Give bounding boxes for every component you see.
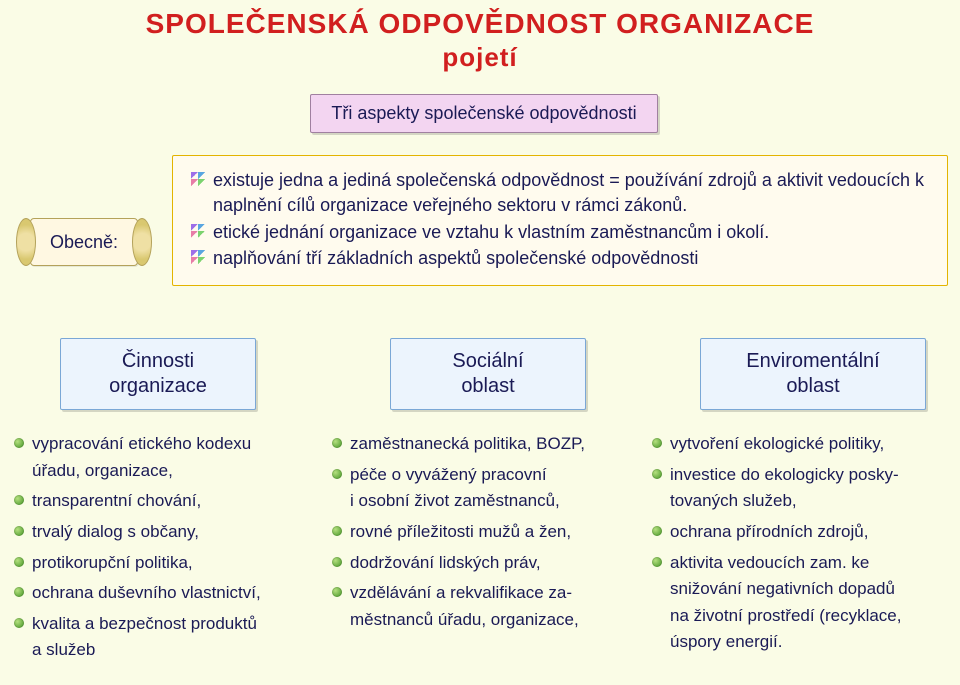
list-item: ochrana přírodních zdrojů, (650, 520, 955, 545)
cat-line1: Enviromentální (713, 349, 913, 374)
title-line2: pojetí (0, 41, 960, 74)
list-item-continuation: tovaných služeb, (650, 489, 955, 514)
list-item: vypracování etického kodexu (12, 432, 312, 457)
cat-line2: oblast (713, 374, 913, 399)
list-item: zaměstnanecká politika, BOZP, (330, 432, 630, 457)
list-item: vzdělávání a rekvalifikace za- (330, 581, 630, 606)
list-activities: vypracování etického kodexuúřadu, organi… (12, 432, 312, 669)
list-item-continuation: úspory energií. (650, 630, 955, 655)
info-box: existuje jedna a jediná společenská odpo… (172, 155, 948, 286)
list-item-continuation: i osobní život zaměstnanců, (330, 489, 630, 514)
list-item: trvalý dialog s občany, (12, 520, 312, 545)
info-item: etické jednání organizace ve vztahu k vl… (187, 220, 933, 245)
category-box-activities: Činnosti organizace (60, 338, 256, 410)
list-item: rovné příležitosti mužů a žen, (330, 520, 630, 545)
cat-line2: organizace (73, 374, 243, 399)
list-item: ochrana duševního vlastnictví, (12, 581, 312, 606)
title-line1: SPOLEČENSKÁ ODPOVĚDNOST ORGANIZACE (0, 6, 960, 41)
list-item: kvalita a bezpečnost produktů (12, 612, 312, 637)
scroll-label: Obecně: (50, 232, 118, 253)
list-item-continuation: na životní prostředí (recyklace, (650, 604, 955, 629)
list-item-continuation: snižování negativních dopadů (650, 577, 955, 602)
cat-line1: Činnosti (73, 349, 243, 374)
list-item: aktivita vedoucích zam. ke (650, 551, 955, 576)
list-item: dodržování lidských práv, (330, 551, 630, 576)
list-item-continuation: městnanců úřadu, organizace, (330, 608, 630, 633)
cat-line2: oblast (403, 374, 573, 399)
list-item: investice do ekologicky posky- (650, 463, 955, 488)
list-item: protikorupční politika, (12, 551, 312, 576)
list-item: péče o vyvážený pracovní (330, 463, 630, 488)
cat-line1: Sociální (403, 349, 573, 374)
diagram-root: SPOLEČENSKÁ ODPOVĚDNOST ORGANIZACE pojet… (0, 0, 960, 685)
list-item: vytvoření ekologické politiky, (650, 432, 955, 457)
category-box-environment: Enviromentální oblast (700, 338, 926, 410)
aspects-box: Tři aspekty společenské odpovědnosti (310, 94, 658, 133)
info-item: existuje jedna a jediná společenská odpo… (187, 168, 933, 218)
list-item: transparentní chování, (12, 489, 312, 514)
info-list: existuje jedna a jediná společenská odpo… (187, 168, 933, 271)
list-social: zaměstnanecká politika, BOZP, péče o vyvá… (330, 432, 630, 638)
page-title: SPOLEČENSKÁ ODPOVĚDNOST ORGANIZACE pojet… (0, 6, 960, 74)
category-box-social: Sociální oblast (390, 338, 586, 410)
info-item: naplňování tří základních aspektů společ… (187, 246, 933, 271)
list-environment: vytvoření ekologické politiky, investice … (650, 432, 955, 661)
scroll-obecne: Obecně: (30, 218, 138, 266)
list-item-continuation: a služeb (12, 638, 312, 663)
list-item-continuation: úřadu, organizace, (12, 459, 312, 484)
